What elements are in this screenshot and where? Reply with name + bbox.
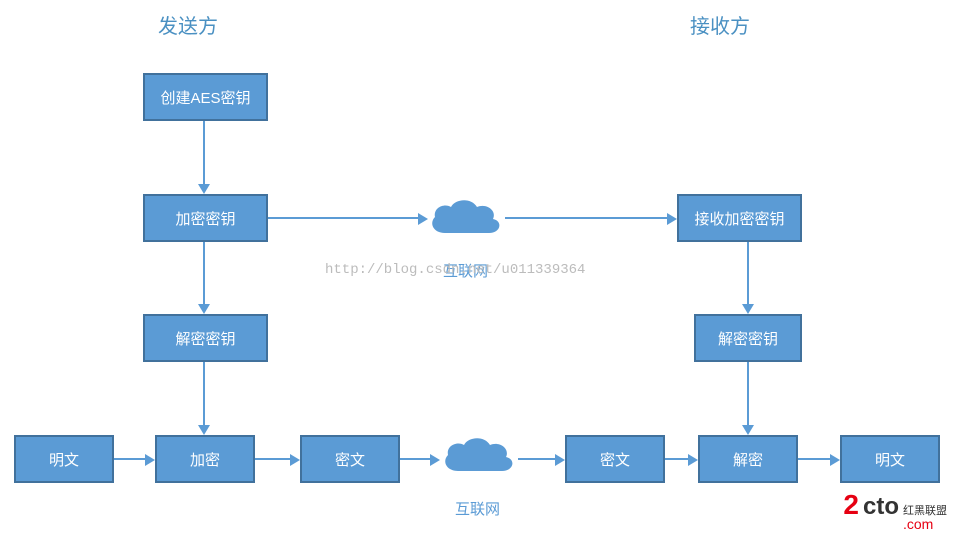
edge <box>268 217 418 219</box>
edge <box>114 458 145 460</box>
site-logo: 2cto 红黑联盟 .com <box>843 489 947 531</box>
arrow-head <box>830 454 840 466</box>
edge <box>798 458 830 460</box>
edge <box>203 242 205 304</box>
node-encrypt-key: 加密密钥 <box>143 194 268 242</box>
node-create-aes-key: 创建AES密钥 <box>143 73 268 121</box>
arrow-head <box>555 454 565 466</box>
edge <box>203 362 205 425</box>
edge <box>203 121 205 184</box>
node-decrypt-key-left: 解密密钥 <box>143 314 268 362</box>
arrow-head <box>430 454 440 466</box>
arrow-head <box>198 425 210 435</box>
edge <box>400 458 430 460</box>
edge <box>505 217 667 219</box>
logo-two: 2 <box>843 489 859 521</box>
edge <box>747 362 749 425</box>
node-decrypt-key-right: 解密密钥 <box>694 314 802 362</box>
arrow-head <box>688 454 698 466</box>
edge <box>665 458 688 460</box>
cloud-internet-bottom <box>438 433 518 481</box>
edge <box>255 458 290 460</box>
node-receive-encrypted-key: 接收加密密钥 <box>677 194 802 242</box>
arrow-head <box>198 304 210 314</box>
arrow-head <box>742 304 754 314</box>
arrow-head <box>667 213 677 225</box>
edge <box>518 458 555 460</box>
node-ciphertext-right: 密文 <box>565 435 665 483</box>
sender-header: 发送方 <box>158 10 218 39</box>
node-decrypt: 解密 <box>698 435 798 483</box>
arrow-head <box>290 454 300 466</box>
node-encrypt: 加密 <box>155 435 255 483</box>
arrow-head <box>198 184 210 194</box>
node-plaintext-right: 明文 <box>840 435 940 483</box>
node-ciphertext-left: 密文 <box>300 435 400 483</box>
receiver-header: 接收方 <box>690 10 750 39</box>
arrow-head <box>418 213 428 225</box>
arrow-head <box>742 425 754 435</box>
node-plaintext-left: 明文 <box>14 435 114 483</box>
logo-cto: cto <box>863 493 899 521</box>
logo-com: .com <box>903 517 933 531</box>
arrow-head <box>145 454 155 466</box>
watermark-text: http://blog.csdn.net/u011339364 <box>325 262 585 278</box>
cloud-internet-top <box>425 195 505 243</box>
edge <box>747 242 749 304</box>
cloud-internet-bottom-label: 互联网 <box>455 498 500 519</box>
